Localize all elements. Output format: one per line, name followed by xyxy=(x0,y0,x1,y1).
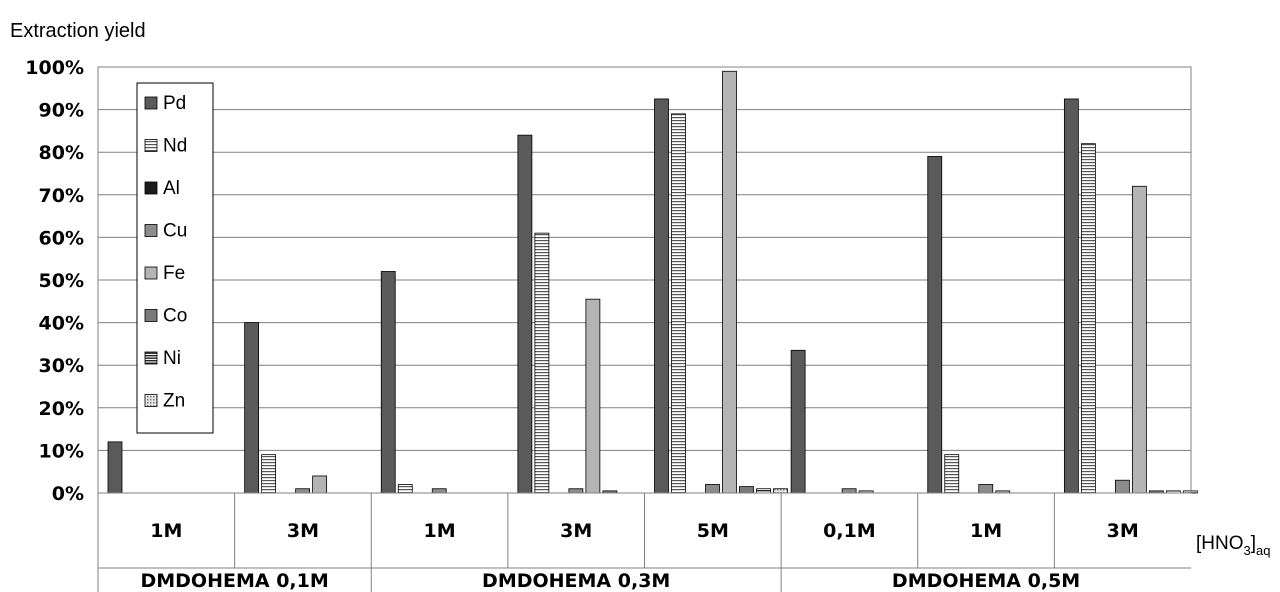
bar-cu xyxy=(295,488,311,494)
y-tick-label: 100% xyxy=(25,57,84,79)
x-group-label: DMDOHEMA 0,3M xyxy=(482,570,670,592)
bar-nd xyxy=(944,454,960,494)
x-category-label: 3M xyxy=(1107,520,1139,542)
y-tick-label: 80% xyxy=(39,142,84,164)
legend-swatch-al xyxy=(144,181,158,195)
bar-pd xyxy=(380,271,396,494)
legend-swatch-nd xyxy=(144,139,158,152)
bar-nd xyxy=(534,232,550,494)
legend-swatch-zn xyxy=(144,394,158,407)
legend-swatch-ni xyxy=(144,351,158,365)
y-tick-label: 20% xyxy=(39,398,84,420)
x-category-label: 0,1M xyxy=(823,520,876,542)
x-category-label: 5M xyxy=(697,520,729,542)
legend-swatch-cu xyxy=(144,224,158,237)
y-tick-label: 30% xyxy=(39,355,84,377)
bar-pd xyxy=(244,322,260,494)
bar-zn xyxy=(773,488,788,494)
y-tick-label: 10% xyxy=(39,440,84,462)
y-tick-label: 70% xyxy=(39,185,84,207)
bar-ni xyxy=(756,488,771,494)
gridlines xyxy=(98,66,1191,494)
bar-nd xyxy=(1080,143,1096,494)
bar-pd xyxy=(1063,98,1079,494)
bar-cu xyxy=(841,488,857,494)
x-axis-unit-label: [HNO3]aq xyxy=(1196,533,1270,558)
bar-fe xyxy=(1131,185,1147,494)
y-tick-label: 40% xyxy=(39,313,84,335)
y-tick-label: 90% xyxy=(39,100,84,122)
legend-label-pd: Pd xyxy=(163,93,186,114)
y-axis-tick-labels: 0% 10% 20% 30% 40% 50% 60% 70% 80% 90% 100% xyxy=(25,57,84,505)
bar-fe xyxy=(722,70,737,494)
legend-label-al: Al xyxy=(163,178,180,199)
bar-cu xyxy=(978,484,994,494)
x-category-label: 3M xyxy=(560,520,592,542)
legend-label-co: Co xyxy=(163,306,187,327)
legend: Pd Nd Al Cu Fe Co Ni Zn xyxy=(136,82,214,434)
bar-pd xyxy=(927,156,943,494)
legend-swatch-fe xyxy=(144,266,158,280)
x-category-label: 1M xyxy=(970,520,1002,542)
x-category-label: 3M xyxy=(287,520,319,542)
bar-pd xyxy=(107,441,123,494)
legend-label-cu: Cu xyxy=(163,221,187,242)
bar-nd xyxy=(397,484,413,494)
y-axis-title: Extraction yield xyxy=(10,20,146,42)
y-tick-label: 50% xyxy=(39,270,84,292)
bar-pd xyxy=(654,98,669,494)
legend-swatch-pd xyxy=(144,96,158,110)
bar-cu xyxy=(705,484,720,494)
x-axis-table: 1M 3M 1M 3M 5M 0,1M 1M 3M DMDOHEMA 0,1M DMDOHEMA … xyxy=(97,493,1191,592)
bar-cu xyxy=(431,488,447,494)
legend-label-fe: Fe xyxy=(163,263,185,284)
x-category-label: 1M xyxy=(150,520,182,542)
y-tick-label: 0% xyxy=(52,483,84,505)
x-category-label: 1M xyxy=(423,520,455,542)
bar-co xyxy=(739,486,754,494)
bar-fe xyxy=(585,298,601,494)
bar-fe xyxy=(312,475,328,494)
bar-cu xyxy=(568,488,584,494)
y-tick-label: 60% xyxy=(39,227,84,249)
bar-nd xyxy=(261,454,277,494)
bar-pd xyxy=(517,134,533,494)
bar-nd xyxy=(671,113,686,494)
bar-cu xyxy=(1114,479,1130,494)
legend-label-zn: Zn xyxy=(163,391,185,412)
bars xyxy=(107,70,1198,494)
legend-swatch-co xyxy=(144,309,158,322)
legend-label-nd: Nd xyxy=(163,136,187,157)
legend-label-ni: Ni xyxy=(163,348,181,369)
x-group-label: DMDOHEMA 0,1M xyxy=(140,570,328,592)
bar-pd xyxy=(790,349,806,494)
x-group-label: DMDOHEMA 0,5M xyxy=(892,570,1080,592)
